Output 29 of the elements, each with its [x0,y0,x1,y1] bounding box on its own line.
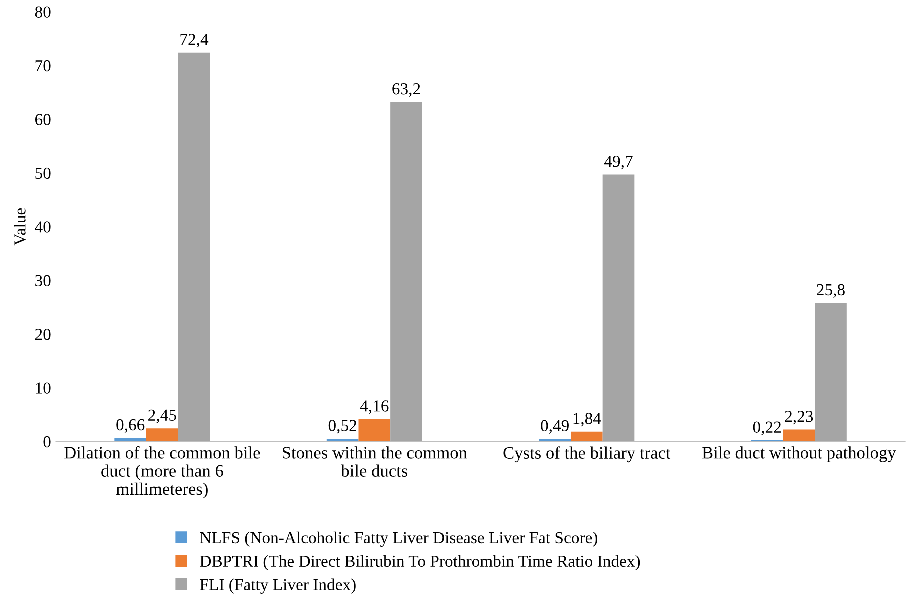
y-tick-label: 10 [36,382,51,394]
data-label: 2,45 [148,410,176,424]
y-tick-label: 70 [36,60,51,72]
legend-label: DBPTRI (The Direct Bilirubin To Prothrombin Time Ratio Index) [200,555,640,570]
data-label: 0,52 [328,420,356,434]
data-label: 4,16 [360,400,389,414]
data-label: 49,7 [604,156,633,170]
y-tick-label: 50 [36,168,51,180]
y-tick-label: 0 [44,436,51,448]
x-tick-label: Bile duct without pathology [702,446,896,462]
x-tick-label: Cysts of the biliary tract [504,446,671,463]
data-label: 63,2 [392,84,420,98]
x-tick-label: Stones within the common bile ducts [282,446,468,477]
data-label: 25,8 [817,284,845,298]
y-tick-label: 20 [36,329,51,340]
legend-label: FLI (Fatty Liver Index) [200,578,356,594]
data-label: 2,23 [785,411,814,425]
legend-label: NLFS (Non-Alcoholic Fatty Liver Disease Liver Fat Score) [200,532,598,548]
y-tick-label: 40 [35,222,51,233]
data-label: 0,22 [753,422,781,436]
data-label: 72,4 [180,34,209,48]
data-label: 0,49 [541,420,569,434]
y-tick-label: 80 [35,6,51,18]
y-tick-label: 30 [36,275,51,287]
y-axis-title: Value [14,208,26,246]
data-label: 1,84 [574,413,602,427]
x-tick-label: Dilation of the common bile duct (more than 6 millimeteres) [64,446,260,499]
data-label: 0,66 [116,419,145,434]
y-tick-label: 60 [35,114,51,126]
